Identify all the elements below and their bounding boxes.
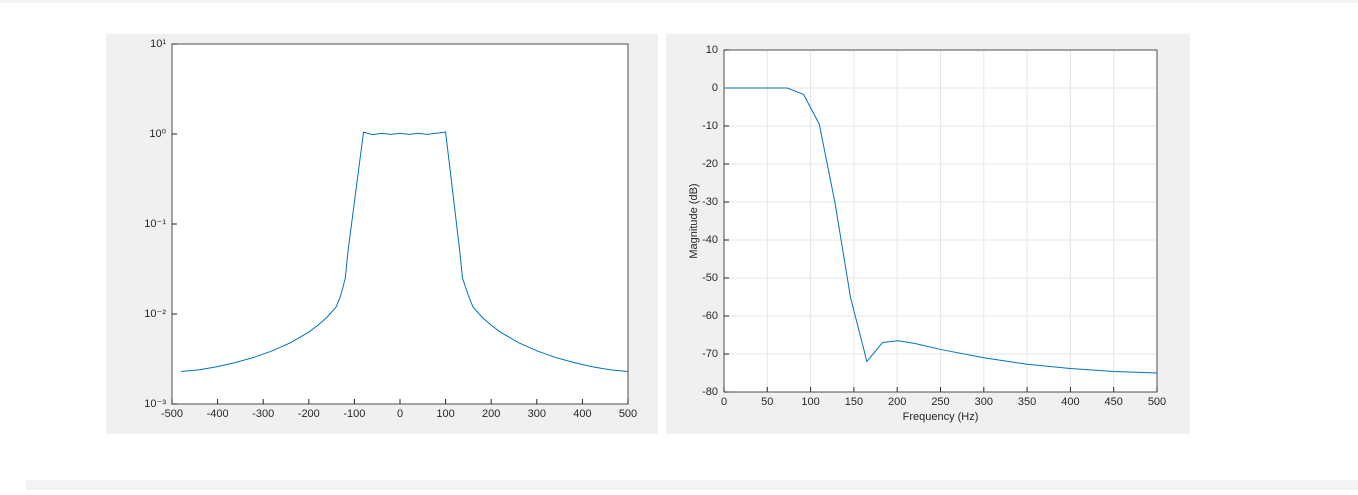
x-tick-label: 450 <box>1105 396 1123 408</box>
y-tick-label: 10⁻³ <box>144 398 166 410</box>
y-tick-label: -30 <box>702 196 718 208</box>
data-line <box>181 131 629 372</box>
x-tick-label: 400 <box>1061 396 1079 408</box>
x-tick-label: -500 <box>161 408 183 420</box>
data-line <box>724 87 1158 374</box>
y-tick-label: -20 <box>702 158 718 170</box>
x-tick-label: 300 <box>528 408 546 420</box>
x-axis-label: Frequency (Hz) <box>903 411 979 423</box>
y-tick-label: -50 <box>702 272 718 284</box>
x-tick-label: -400 <box>207 408 229 420</box>
y-tick-label: 10⁰ <box>149 128 166 140</box>
y-tick-label: 10¹ <box>150 38 166 50</box>
x-tick-label: 200 <box>482 408 500 420</box>
plot-area <box>172 44 628 404</box>
y-axis-label: Magnitude (dB) <box>688 183 700 258</box>
x-tick-label: 500 <box>1148 396 1166 408</box>
x-tick-label: 150 <box>845 396 863 408</box>
axes-box <box>723 49 1158 393</box>
x-tick-label: -300 <box>252 408 274 420</box>
x-tick-label: 250 <box>931 396 949 408</box>
bottom-strip <box>26 480 1358 490</box>
y-tick-label: 0 <box>712 82 718 94</box>
y-tick-label: -40 <box>702 234 718 246</box>
y-tick-label: -70 <box>702 348 718 360</box>
y-tick-label: 10 <box>706 44 718 56</box>
x-tick-label: 200 <box>888 396 906 408</box>
y-tick-label: -10 <box>702 120 718 132</box>
x-tick-label: 500 <box>619 408 637 420</box>
x-tick-label: -100 <box>343 408 365 420</box>
x-tick-label: 100 <box>436 408 454 420</box>
x-tick-label: 100 <box>801 396 819 408</box>
x-tick-label: 0 <box>721 396 727 408</box>
top-strip <box>0 0 1358 3</box>
x-tick-label: 300 <box>975 396 993 408</box>
x-tick-label: 0 <box>397 408 403 420</box>
x-tick-label: -200 <box>298 408 320 420</box>
y-tick-label: -80 <box>702 386 718 398</box>
x-tick-label: 350 <box>1018 396 1036 408</box>
x-tick-label: 400 <box>573 408 591 420</box>
axes-box <box>171 43 629 405</box>
y-tick-label: 10⁻² <box>144 308 166 320</box>
y-tick-label: 10⁻¹ <box>144 218 166 230</box>
y-tick-label: -60 <box>702 310 718 322</box>
x-tick-label: 50 <box>761 396 773 408</box>
